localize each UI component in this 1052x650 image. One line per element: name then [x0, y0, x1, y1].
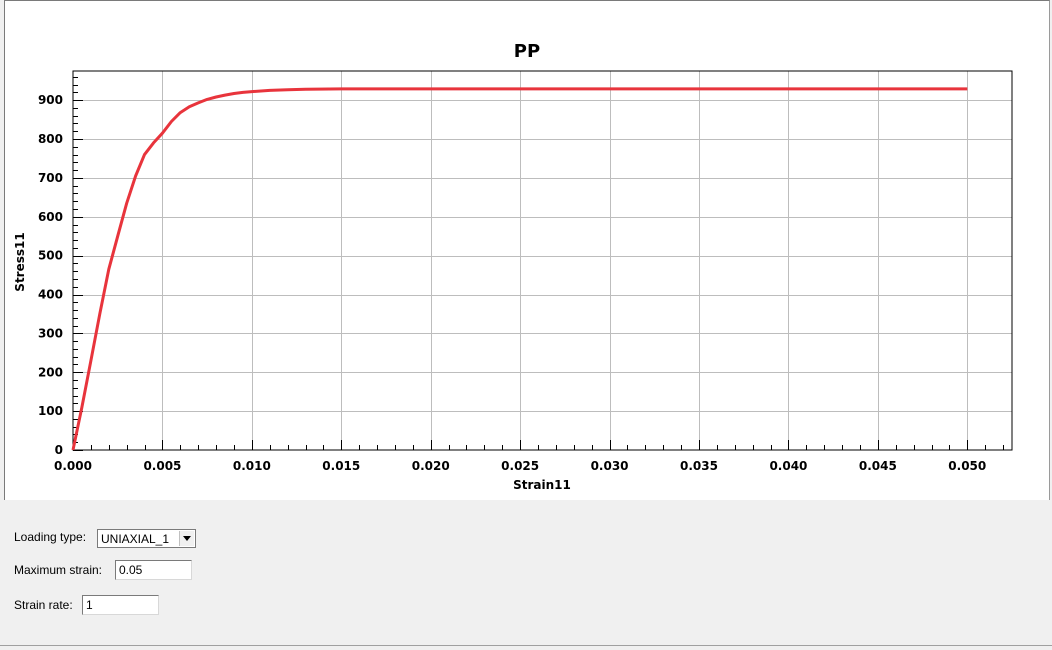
x-tick-label: 0.035	[680, 459, 718, 473]
strain-rate-input[interactable]	[82, 595, 159, 615]
loading-type-label: Loading type:	[14, 530, 87, 544]
y-axis-label: Stress11	[13, 232, 27, 291]
y-tick-label: 300	[38, 326, 63, 340]
x-tick-label: 0.010	[233, 459, 271, 473]
x-tick-label: 0.000	[54, 459, 92, 473]
x-tick-label: 0.040	[769, 459, 807, 473]
chart-title: PP	[514, 41, 540, 62]
y-tick-label: 500	[38, 249, 63, 263]
x-tick-label: 0.025	[501, 459, 539, 473]
loading-type-value: UNIAXIAL_1	[101, 532, 170, 546]
series-line-stress-strain	[71, 87, 968, 451]
tick-layer	[73, 77, 1004, 451]
y-tick-label: 0	[55, 443, 63, 457]
status-divider	[0, 645, 1052, 646]
x-tick-label: 0.030	[591, 459, 629, 473]
y-tick-label: 700	[38, 171, 63, 185]
max-strain-label: Maximum strain:	[14, 563, 103, 577]
x-tick-label: 0.045	[859, 459, 897, 473]
x-tick-label: 0.005	[143, 459, 181, 473]
y-tick-label: 800	[38, 132, 63, 146]
x-tick-label: 0.020	[412, 459, 450, 473]
chart-panel: PP 0.000 0.005 0.010 0.015 0.020 0.025 0.030 0.…	[4, 0, 1050, 500]
loading-type-select[interactable]: UNIAXIAL_1	[97, 529, 196, 548]
max-strain-input[interactable]	[115, 560, 192, 580]
y-tick-label: 900	[38, 93, 63, 107]
y-tick-label: 200	[38, 365, 63, 379]
grid-layer	[73, 71, 1012, 450]
plot-frame	[72, 70, 1013, 451]
y-tick-label: 100	[38, 404, 63, 418]
x-tick-label: 0.015	[322, 459, 360, 473]
y-tick-label: 600	[38, 210, 63, 224]
x-axis-label: Strain11	[513, 478, 571, 492]
x-tick-label: 0.050	[948, 459, 986, 473]
label-layer: 0.000 0.005 0.010 0.015 0.020 0.025 0.030 0.035…	[38, 93, 986, 473]
strain-rate-label: Strain rate:	[14, 598, 73, 612]
chevron-down-icon[interactable]	[179, 531, 194, 546]
parameter-form: Loading type: UNIAXIAL_1 Maximum strain:…	[0, 504, 1052, 646]
y-tick-label: 400	[38, 288, 63, 302]
stress-strain-chart: PP 0.000 0.005 0.010 0.015 0.020 0.025 0.030 0.…	[13, 41, 1013, 492]
